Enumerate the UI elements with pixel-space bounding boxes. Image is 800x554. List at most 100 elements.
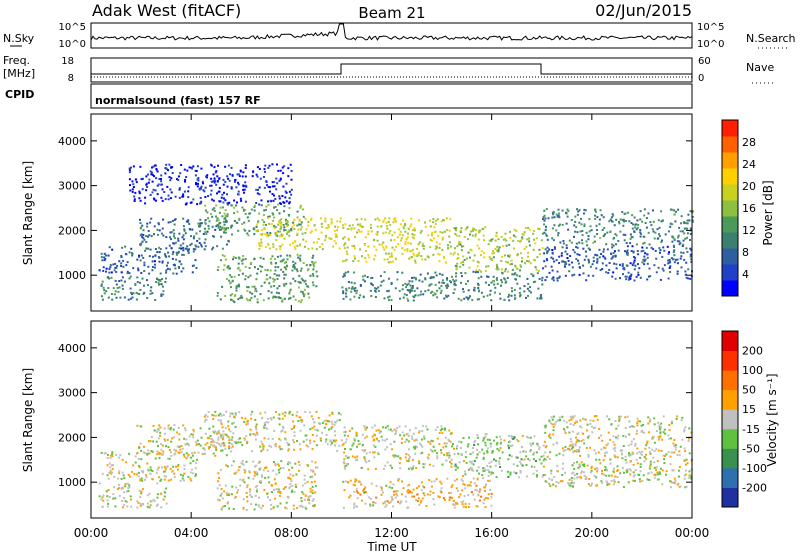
scatter-cell bbox=[118, 286, 121, 289]
scatter-cell bbox=[549, 451, 552, 454]
scatter-cell bbox=[220, 423, 223, 426]
scatter-cell bbox=[441, 463, 444, 466]
scatter-cell bbox=[243, 188, 246, 191]
scatter-cell bbox=[230, 439, 233, 441]
scatter-cell bbox=[568, 263, 571, 266]
scatter-cell bbox=[594, 426, 597, 429]
scatter-cell bbox=[299, 206, 302, 209]
scatter-cell bbox=[213, 180, 216, 182]
scatter-cell bbox=[324, 440, 327, 443]
scatter-cell bbox=[363, 450, 366, 453]
scatter-cell bbox=[421, 445, 424, 448]
scatter-cell bbox=[105, 254, 107, 257]
scatter-cell bbox=[129, 184, 131, 187]
scatter-cell bbox=[119, 296, 122, 299]
scatter-cell bbox=[396, 490, 399, 493]
scatter-cell bbox=[311, 256, 314, 259]
scatter-cell bbox=[601, 268, 604, 270]
scatter-cell bbox=[202, 182, 204, 185]
scatter-cell bbox=[566, 447, 569, 450]
scatter-cell bbox=[286, 254, 289, 257]
scatter-cell bbox=[687, 268, 690, 271]
scatter-cell bbox=[267, 297, 270, 300]
scatter-cell bbox=[454, 463, 457, 466]
scatter-cell bbox=[571, 266, 574, 269]
scatter-cell bbox=[229, 412, 232, 415]
scatter-cell bbox=[636, 429, 638, 432]
scatter-cell bbox=[149, 440, 152, 443]
scatter-cell bbox=[293, 424, 296, 427]
scatter-cell bbox=[193, 235, 196, 238]
scatter-cell bbox=[257, 268, 260, 271]
scatter-cell bbox=[126, 270, 129, 273]
scatter-cell bbox=[613, 483, 615, 486]
scatter-cell bbox=[363, 426, 366, 429]
scatter-cell bbox=[139, 218, 141, 221]
scatter-cell bbox=[392, 454, 395, 457]
scatter-cell bbox=[671, 240, 674, 243]
scatter-cell bbox=[151, 450, 154, 453]
scatter-cell bbox=[206, 230, 209, 233]
scatter-cell bbox=[235, 486, 238, 489]
scatter-cell bbox=[402, 225, 405, 228]
scatter-cell bbox=[314, 261, 317, 264]
scatter-cell bbox=[279, 439, 282, 442]
scatter-cell bbox=[258, 505, 261, 508]
scatter-cell bbox=[159, 426, 162, 429]
scatter-cell bbox=[231, 445, 234, 448]
scatter-cell bbox=[231, 279, 234, 282]
scatter-cell bbox=[672, 244, 675, 247]
scatter-cell bbox=[646, 278, 649, 281]
scatter-cell bbox=[482, 502, 485, 505]
scatter-cell bbox=[354, 257, 356, 260]
scatter-cell bbox=[388, 501, 391, 504]
scatter-cell bbox=[630, 222, 633, 224]
scatter-cell bbox=[248, 490, 251, 493]
scatter-cell bbox=[434, 428, 437, 431]
scatter-cell bbox=[180, 445, 183, 447]
scatter-cell bbox=[362, 443, 364, 446]
scatter-cell bbox=[685, 276, 688, 279]
scatter-cell bbox=[315, 444, 318, 447]
scatter-cell bbox=[136, 500, 139, 503]
scatter-cell bbox=[370, 482, 373, 485]
scatter-cell bbox=[438, 287, 441, 290]
scatter-cell bbox=[526, 287, 529, 290]
scatter-cell bbox=[123, 477, 126, 480]
scatter-cell bbox=[459, 231, 462, 233]
scatter-cell bbox=[284, 229, 287, 232]
scatter-cell bbox=[355, 434, 358, 437]
scatter-cell bbox=[149, 194, 152, 196]
scatter-cell bbox=[132, 267, 135, 270]
scatter-cell bbox=[168, 457, 171, 460]
scatter-cell bbox=[257, 188, 259, 191]
scatter-cell bbox=[458, 440, 461, 443]
scatter-cell bbox=[575, 420, 578, 423]
scatter-cell bbox=[654, 249, 657, 252]
scatter-cell bbox=[379, 284, 382, 287]
scatter-cell bbox=[577, 439, 580, 442]
scatter-cell bbox=[552, 426, 555, 429]
scatter-cell bbox=[543, 223, 546, 226]
scatter-cell bbox=[524, 226, 527, 229]
scatter-cell bbox=[233, 415, 235, 418]
scatter-cell bbox=[311, 492, 314, 495]
scatter-cell bbox=[253, 266, 256, 269]
scatter-cell bbox=[279, 227, 282, 230]
scatter-cell bbox=[364, 243, 366, 246]
scatter-cell bbox=[448, 496, 451, 499]
scatter-cell bbox=[183, 468, 186, 471]
scatter-cell bbox=[194, 174, 197, 177]
scatter-cell bbox=[418, 430, 421, 433]
scatter-cell bbox=[256, 166, 259, 169]
station-title: Adak West (fitACF) bbox=[92, 1, 241, 20]
scatter-cell bbox=[594, 209, 596, 212]
power-panel-frame bbox=[90, 113, 693, 312]
scatter-cell bbox=[616, 476, 619, 479]
power-scatter bbox=[98, 163, 694, 304]
scatter-cell bbox=[150, 217, 153, 220]
scatter-cell bbox=[690, 476, 693, 478]
scatter-cell bbox=[188, 435, 191, 438]
scatter-cell bbox=[619, 415, 622, 418]
scatter-cell bbox=[533, 435, 536, 438]
